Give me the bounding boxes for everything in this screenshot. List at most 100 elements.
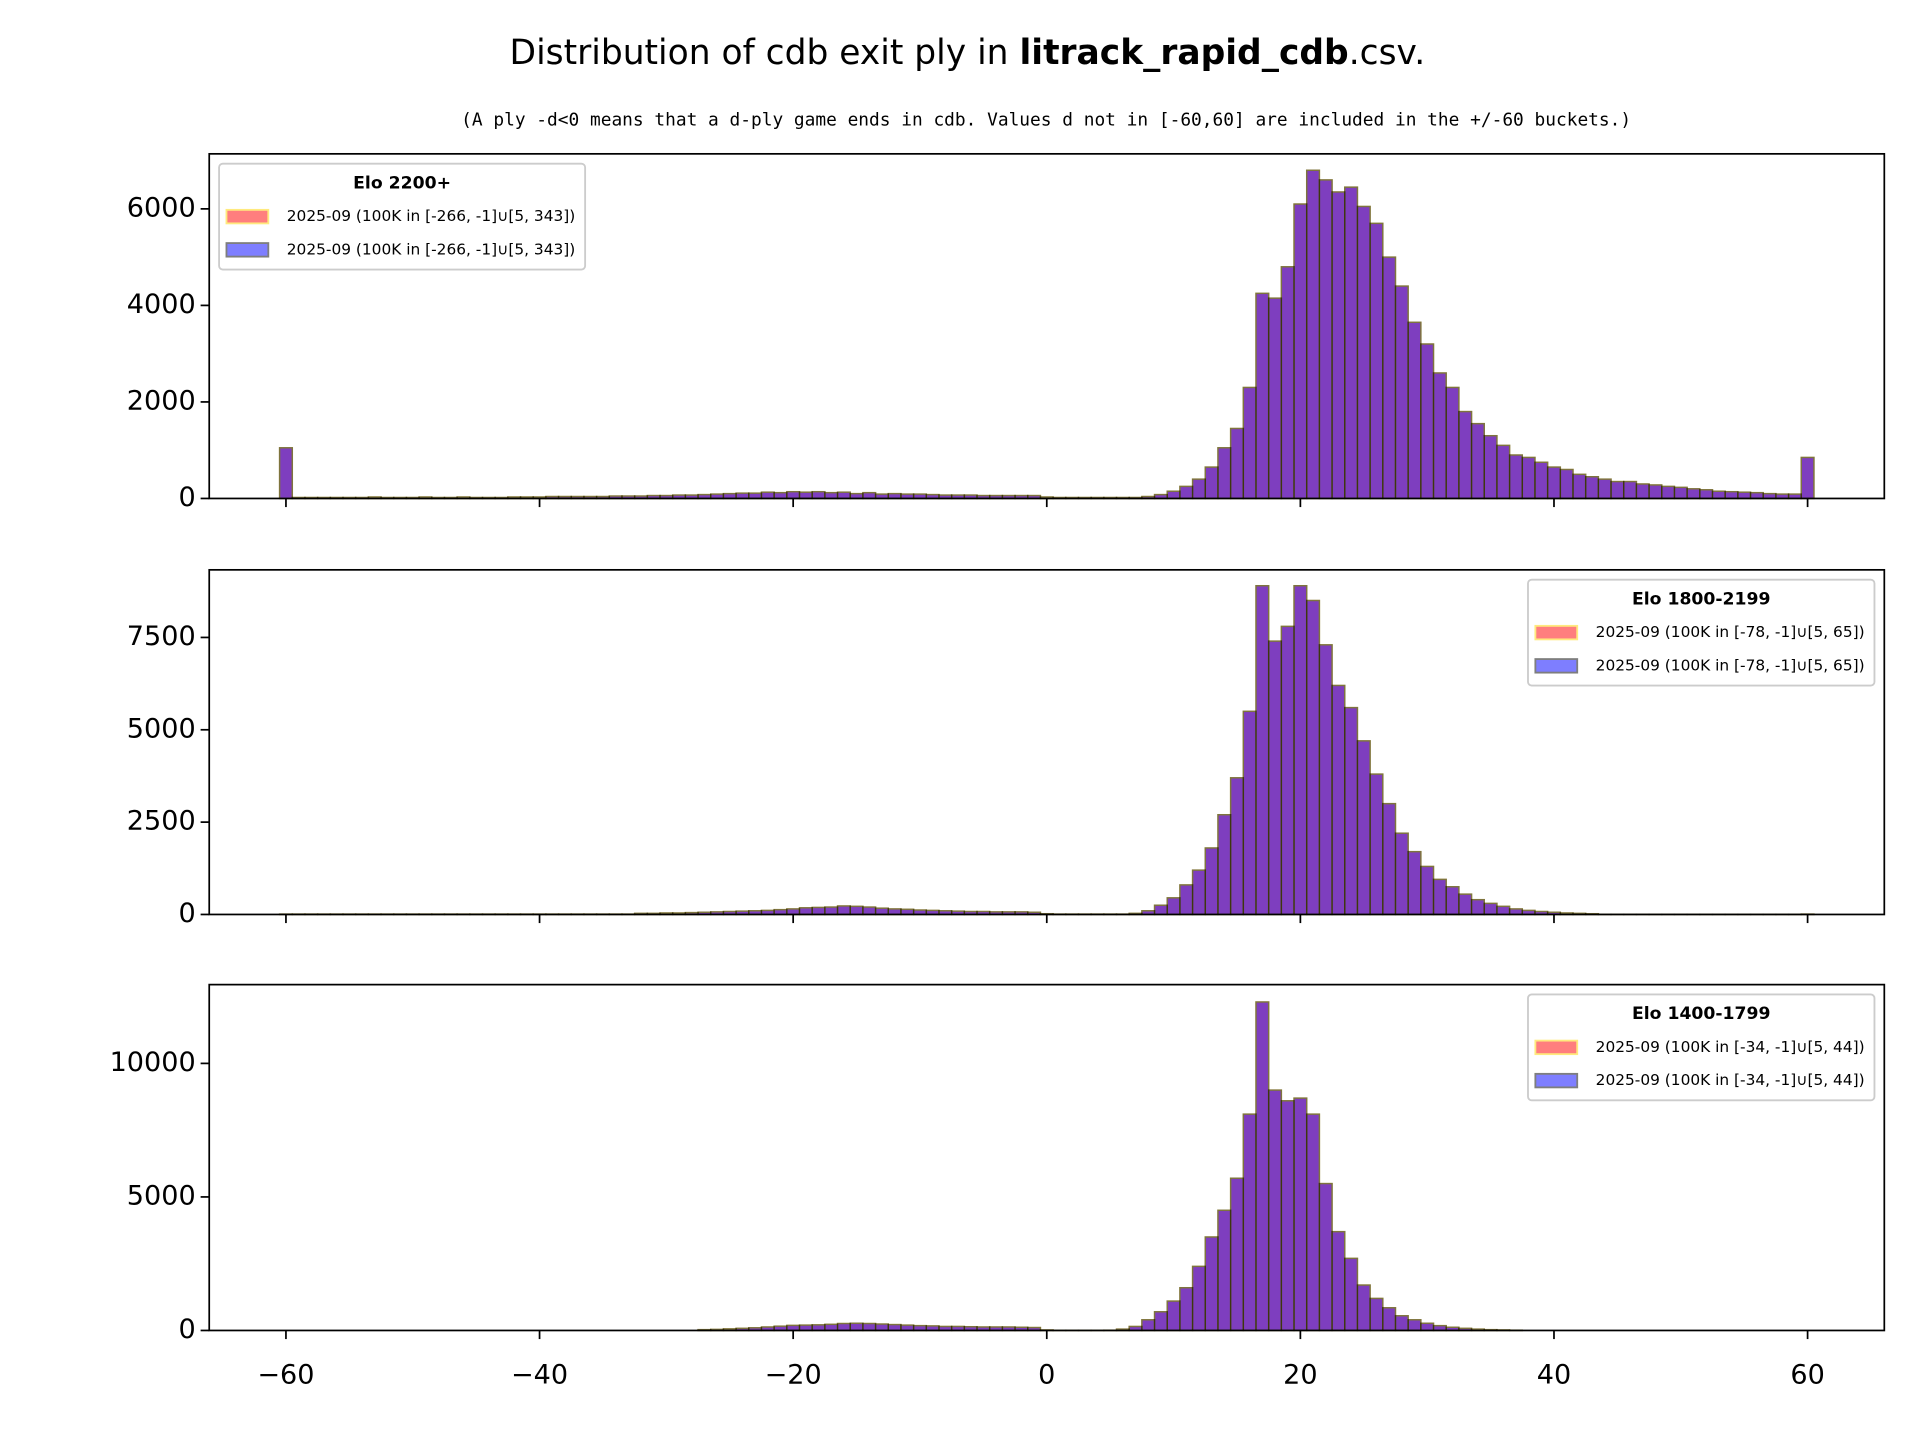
legend-patch xyxy=(1534,624,1579,641)
histogram-bar xyxy=(1420,865,1435,916)
histogram-bar xyxy=(1331,191,1346,500)
histogram-bar xyxy=(849,905,864,916)
legend-label: 2025-09 (100K in [-266, -1]∪[5, 343]) xyxy=(287,207,576,225)
histogram-bar xyxy=(1496,905,1511,916)
histogram-bar xyxy=(1420,343,1435,500)
histogram-bar xyxy=(1331,684,1346,916)
histogram-bar xyxy=(1179,485,1194,500)
histogram-bar xyxy=(836,1322,851,1332)
histogram-bar xyxy=(1635,483,1650,500)
histogram-bar xyxy=(1572,473,1587,500)
histogram-bar xyxy=(1394,1315,1409,1332)
histogram-bar xyxy=(760,491,775,500)
x-tick-label: 20 xyxy=(1283,1359,1317,1390)
legend-title: Elo 1400-1799 xyxy=(1632,1004,1770,1024)
histogram-bar xyxy=(811,490,826,500)
title-part: .csv. xyxy=(1349,33,1426,73)
y-tick-label: 10000 xyxy=(110,1047,196,1078)
histogram-bar xyxy=(1267,640,1283,916)
histogram-bar xyxy=(798,907,813,916)
histogram-bar xyxy=(1305,169,1321,500)
histogram-bar xyxy=(1191,478,1207,500)
legend-patch xyxy=(1534,1039,1579,1056)
title-part: Distribution of cdb exit ply in xyxy=(510,33,1020,73)
histogram-bar xyxy=(1458,893,1473,916)
x-tick-label: 40 xyxy=(1537,1359,1571,1390)
histogram-bar xyxy=(1242,710,1257,916)
histogram-bar xyxy=(1204,1236,1219,1332)
legend-label: 2025-09 (100K in [-78, -1]∪[5, 65]) xyxy=(1596,656,1865,674)
histogram-bar xyxy=(1293,1097,1308,1332)
histogram-bar xyxy=(1344,706,1359,916)
legend-title: Elo 2200+ xyxy=(353,173,451,193)
y-tick-label: 0 xyxy=(178,898,195,929)
histogram-bar xyxy=(1217,813,1232,916)
histogram-bar xyxy=(1318,179,1333,500)
histogram-bar xyxy=(1293,584,1308,916)
histogram-bar xyxy=(1344,1257,1359,1332)
histogram-bar xyxy=(1420,1322,1435,1332)
histogram-bar xyxy=(798,491,813,500)
histogram-bar xyxy=(1293,203,1308,500)
histogram-bar xyxy=(1141,1319,1156,1332)
y-tick-label: 4000 xyxy=(127,289,196,320)
histogram-bar xyxy=(1280,266,1295,500)
x-tick-label: −60 xyxy=(257,1359,314,1390)
histogram-bar xyxy=(1369,222,1384,500)
legend: Elo 2200+ 2025-09 (100K in [-266, -1]∪[5,… xyxy=(218,162,587,271)
histogram-bar xyxy=(1610,480,1625,500)
histogram-bar xyxy=(1191,869,1207,916)
subtitle: (A ply -d<0 means that a d-ply game ends… xyxy=(461,110,1631,131)
histogram-bar xyxy=(862,491,877,500)
histogram-bar xyxy=(786,490,801,500)
histogram-bar xyxy=(1356,205,1371,500)
histogram-bar xyxy=(1255,1001,1270,1332)
legend-title: Elo 1800-2199 xyxy=(1632,589,1770,609)
y-tick-label: 5000 xyxy=(127,713,196,744)
histogram-bar xyxy=(1318,644,1333,916)
histogram-bar xyxy=(824,906,839,916)
histogram-bar xyxy=(1305,599,1321,916)
histogram-bar xyxy=(1369,773,1384,916)
histogram-bar xyxy=(1369,1297,1384,1332)
histogram-bar xyxy=(1382,256,1397,500)
histogram-bar xyxy=(1179,1286,1194,1332)
histogram-bar xyxy=(1255,584,1270,916)
legend-label: 2025-09 (100K in [-34, -1]∪[5, 44]) xyxy=(1596,1071,1865,1089)
legend-patch xyxy=(225,242,270,258)
legend-patch xyxy=(1534,658,1579,674)
histogram-bar xyxy=(1521,456,1536,500)
histogram-bar xyxy=(278,447,294,500)
histogram-bar xyxy=(773,491,788,500)
legend: Elo 1400-1799 2025-09 (100K in [-34, -1]∪… xyxy=(1527,993,1876,1102)
histogram-bar xyxy=(1242,386,1257,500)
legend: Elo 1800-2199 2025-09 (100K in [-78, -1]∪… xyxy=(1527,578,1876,687)
axes: 0 5000 10000 −60 −40 −20 0 20 40 60 Elo 1400-1799 2… xyxy=(110,983,1886,1390)
histogram-bar xyxy=(1166,490,1181,500)
legend-patch xyxy=(225,208,270,225)
y-tick-label: 6000 xyxy=(127,192,196,223)
y-tick-label: 2500 xyxy=(127,806,196,837)
histogram-bar xyxy=(824,491,839,500)
legend-box xyxy=(1527,578,1876,687)
legend-label: 2025-09 (100K in [-266, -1]∪[5, 343]) xyxy=(287,240,576,258)
histogram-bar xyxy=(1432,878,1447,916)
histogram-bar xyxy=(1204,466,1219,500)
y-tick-label: 2000 xyxy=(127,385,196,416)
histogram-bar xyxy=(1673,486,1688,500)
x-tick-label: 0 xyxy=(1038,1359,1055,1390)
histogram-bar xyxy=(862,1322,877,1332)
histogram-bar xyxy=(1394,832,1409,916)
histogram-bar xyxy=(1382,1307,1397,1332)
histogram-bar xyxy=(1280,625,1295,916)
histogram-bar xyxy=(862,906,877,916)
histogram-bar xyxy=(1800,456,1815,500)
histogram-bar xyxy=(1166,897,1181,916)
histogram-bar xyxy=(1331,1230,1346,1332)
legend-box xyxy=(218,162,587,271)
axes: 0 2500 5000 7500 Elo 1800-2199 2025-09 (100K … xyxy=(127,568,1886,929)
histogram-bar xyxy=(1534,461,1549,500)
histogram-bar xyxy=(1153,1311,1168,1332)
histogram-bar xyxy=(1432,372,1447,500)
